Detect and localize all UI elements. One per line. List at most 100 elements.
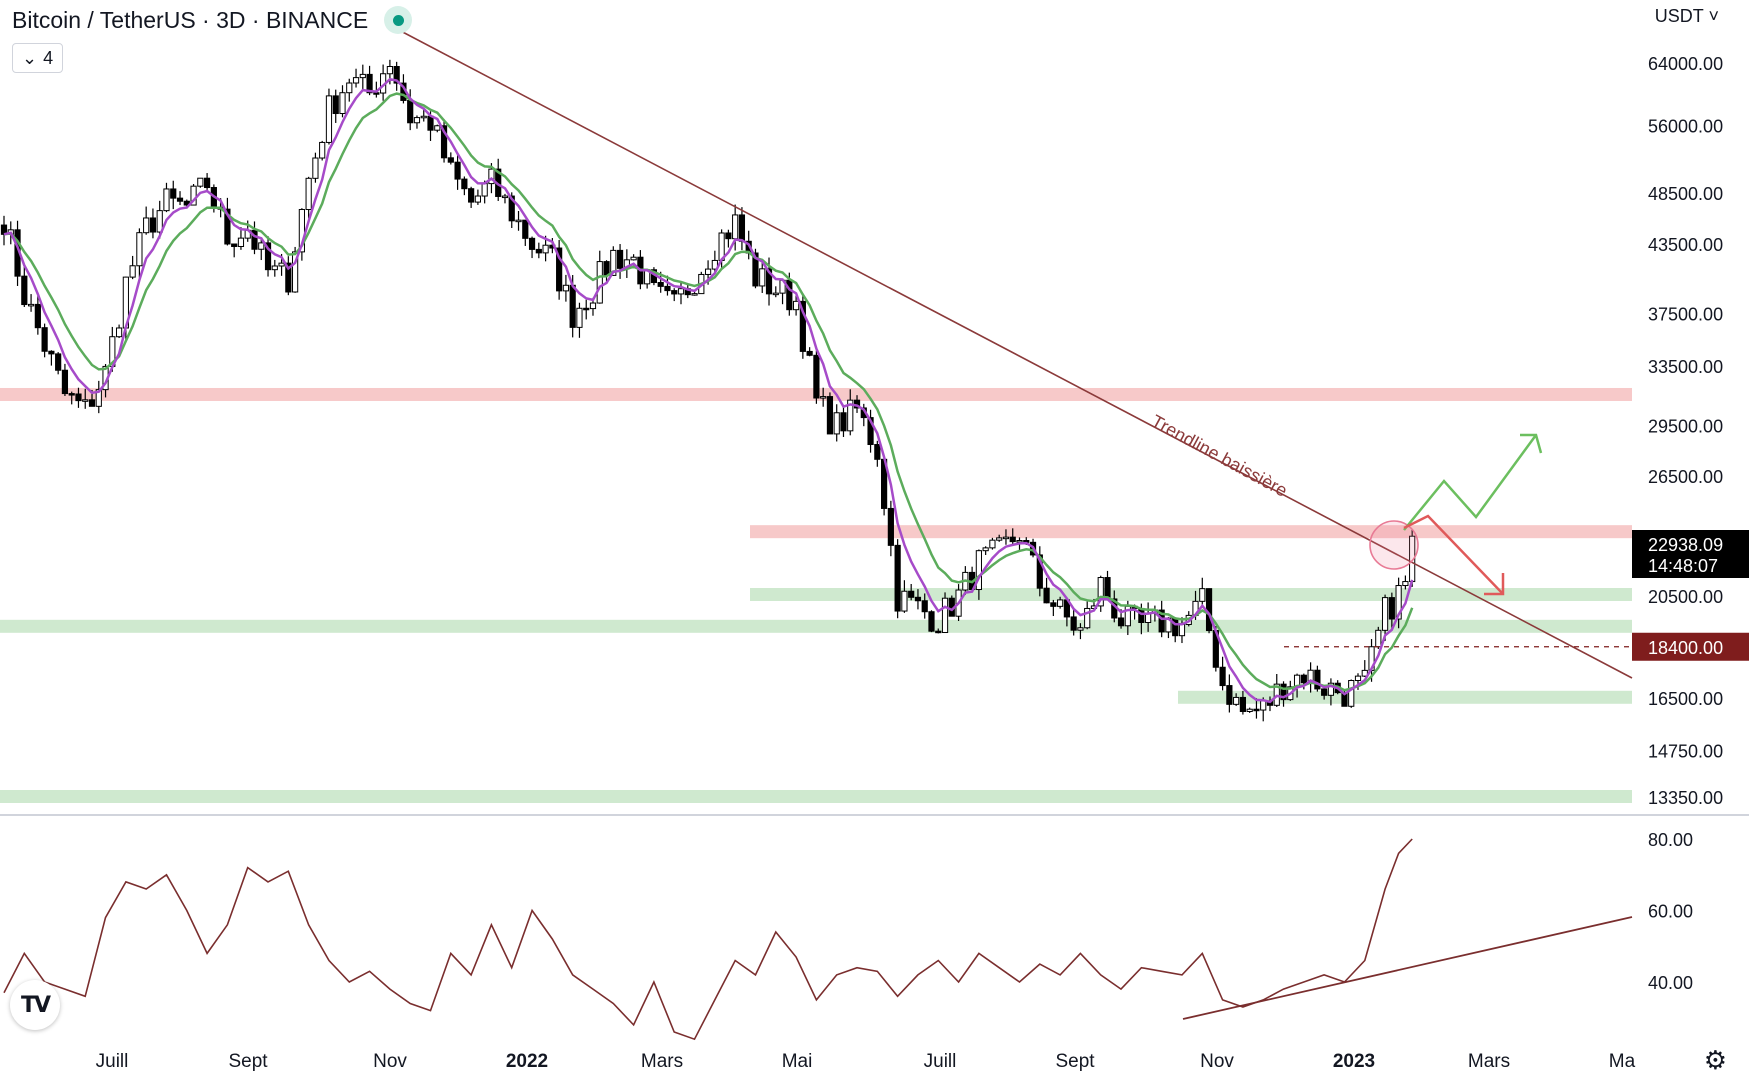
price-zones	[0, 387, 1632, 803]
candle-body	[833, 412, 840, 435]
candle-body	[1104, 577, 1111, 600]
candle-body	[752, 252, 759, 287]
candle-body	[461, 178, 468, 190]
candle-body	[149, 217, 157, 233]
candle-body	[427, 115, 434, 131]
candle-body	[1314, 669, 1321, 690]
candle-body	[806, 350, 813, 356]
indicators-collapse-button[interactable]: ⌄ 4	[12, 43, 64, 73]
currency-selector[interactable]: USDT ˅	[1655, 6, 1719, 27]
marker-level-badge	[1632, 632, 1749, 661]
candle-body	[319, 141, 326, 159]
candle-body	[657, 282, 664, 287]
candle-body	[21, 275, 28, 306]
bullish-arrow	[1403, 434, 1538, 531]
price-axis[interactable]: 64000.00 56000.00 48500.00 43500.00 37500.00…	[1632, 54, 1749, 993]
candle-body	[481, 183, 488, 197]
time-tick-label: Sept	[1055, 1051, 1095, 1072]
candle-body	[759, 268, 766, 287]
candle-body	[1246, 708, 1253, 712]
candle-body	[1178, 623, 1186, 637]
rsi-tick-label: 60.00	[1648, 902, 1693, 922]
price-tick-label: 37500.00	[1648, 304, 1723, 324]
last-price-value: 22938.09	[1648, 535, 1723, 555]
candle-body	[1280, 683, 1287, 701]
candle-body	[143, 217, 150, 234]
candle-body	[292, 251, 299, 293]
candle-body	[542, 244, 549, 254]
candle-body	[224, 208, 231, 245]
candle-body	[237, 237, 245, 247]
rsi-tick-label: 80.00	[1648, 830, 1693, 850]
candle-body	[440, 125, 448, 159]
candle-body	[508, 195, 515, 222]
candle-body	[921, 600, 928, 613]
trendline-label: Trendline baissière	[1148, 411, 1291, 501]
candle-body	[847, 399, 854, 432]
candle-body	[711, 259, 718, 270]
candle-body	[772, 292, 779, 296]
candle-body	[1361, 669, 1368, 677]
candle-body	[1199, 588, 1206, 602]
rsi-line	[3, 838, 1413, 1041]
candle-body	[1354, 675, 1362, 682]
candle-body	[359, 73, 366, 79]
rsi-support-trendline	[1182, 916, 1633, 1020]
candle-body	[264, 242, 272, 271]
time-axis[interactable]: Juill Sept Nov 2022 Mars Mai Juill Sept Nov 2023 M…	[96, 1051, 1636, 1072]
price-tick-label: 48500.00	[1648, 184, 1723, 204]
price-tick-label: 29500.00	[1648, 417, 1723, 437]
candle-body	[1239, 696, 1247, 712]
candle-body	[1233, 696, 1240, 705]
candle-body	[914, 596, 922, 602]
candle-body	[1084, 607, 1091, 629]
symbol-title-text: Bitcoin / TetherUS · 3D · BINANCE	[12, 6, 369, 33]
time-tick-label: Sept	[228, 1051, 268, 1072]
chevron-down-icon: ⌄	[22, 47, 38, 68]
candle-body	[589, 302, 597, 310]
currency-label: USDT	[1654, 6, 1704, 26]
candle-body	[1375, 629, 1382, 648]
time-tick-label: 2022	[506, 1051, 548, 1072]
time-tick-label: Ma	[1609, 1051, 1636, 1072]
candle-body	[569, 284, 576, 328]
candle-body	[488, 168, 495, 185]
candle-body	[332, 95, 339, 115]
candle-body	[163, 188, 170, 212]
candle-body	[156, 210, 163, 233]
ema-fast-line	[3, 77, 1414, 704]
candle-body	[935, 630, 942, 634]
candle-body	[887, 507, 894, 546]
candle-body	[312, 157, 319, 179]
candle-body	[982, 547, 989, 552]
price-tick-label: 64000.00	[1648, 54, 1723, 74]
candle-body	[251, 229, 258, 250]
symbol-title[interactable]: Bitcoin / TetherUS · 3D · BINANCE	[12, 6, 413, 34]
candle-body	[1402, 581, 1409, 587]
candle-body	[55, 353, 62, 371]
candle-body	[1205, 588, 1213, 632]
candle-body	[664, 285, 671, 292]
candle-body	[75, 393, 82, 402]
time-tick-label: 2023	[1333, 1051, 1375, 1072]
candle-body	[258, 242, 265, 250]
candle-body	[799, 300, 806, 352]
candle-body	[474, 195, 481, 203]
tradingview-logo-icon[interactable]: TV	[10, 980, 60, 1030]
live-status-icon	[384, 6, 413, 34]
candle-body	[346, 82, 353, 94]
candle-body	[61, 369, 69, 395]
candle-body	[1395, 585, 1402, 620]
gear-icon[interactable]: ⚙	[1703, 1046, 1727, 1076]
candle-body	[583, 307, 590, 311]
candle-body	[1260, 700, 1267, 711]
candle-body	[298, 209, 305, 253]
candle-body	[352, 77, 360, 84]
annotations: Trendline baissière	[394, 27, 1633, 679]
candle-body	[34, 303, 41, 329]
candle-body	[522, 219, 529, 239]
chevron-down-icon: ˅	[1703, 6, 1719, 26]
candle-body	[447, 157, 454, 163]
candle-body	[0, 224, 8, 235]
